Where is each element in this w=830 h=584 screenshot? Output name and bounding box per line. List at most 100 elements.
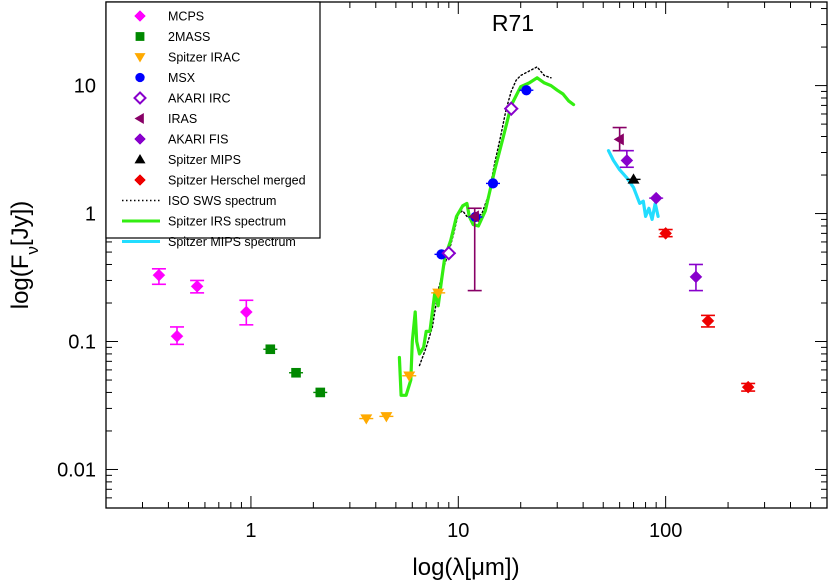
2mass-point	[263, 344, 278, 355]
spitzer-mips-spectrum-line	[606, 149, 660, 221]
legend-label-spitzer-mips-spectrum: Spitzer MIPS spectrum	[168, 235, 296, 249]
spitzer-mips-point	[626, 173, 641, 184]
axis-ticks: 1 10 100 0.01 0.1 1 10	[57, 2, 828, 542]
akari-fis-marker	[649, 191, 663, 205]
2mass-point	[289, 367, 304, 378]
legend-swatch-2mass	[135, 32, 145, 41]
legend-label-mcps: MCPS	[168, 10, 204, 24]
spitzer-irac-marker	[432, 288, 445, 299]
y-tick-label: 0.1	[68, 332, 96, 354]
legend-item-msx: MSX	[135, 71, 196, 85]
legend-item-spitzer-irs-spectrum: Spitzer IRS spectrum	[122, 215, 286, 229]
iras-marker	[613, 133, 624, 146]
spectra-layer	[397, 66, 660, 397]
legend-swatch-akari-irc	[133, 91, 147, 105]
legend-swatch-akari-fis	[134, 133, 146, 145]
iras-point	[612, 126, 627, 152]
akari-fis-point	[619, 149, 634, 169]
legend-swatch-spitzer-herschel-merged	[134, 174, 146, 186]
y-tick-label: 0.01	[57, 459, 96, 481]
points-layer	[151, 85, 756, 425]
legend-label-2mass: 2MASS	[168, 30, 210, 44]
spitzer-herschel-merged-marker	[701, 314, 715, 328]
legend-swatch-spitzer-irac	[134, 53, 146, 63]
spitzer-irac-marker	[380, 412, 393, 423]
mcps-point	[151, 268, 166, 286]
spitzer-irac-point	[379, 412, 394, 423]
legend-items: MCPS 2MASS Spitzer IRAC MSX AKARI IRC IRAS AKA…	[122, 10, 306, 249]
akari-fis-point	[649, 191, 664, 205]
legend-item-akari-fis: AKARI FIS	[134, 133, 228, 147]
mcps-point	[239, 299, 254, 326]
spitzer-irac-point	[431, 288, 446, 299]
spitzer-herschel-merged-point	[658, 227, 673, 240]
akari-fis-marker	[620, 154, 634, 167]
legend-swatch-msx	[135, 72, 145, 83]
spitzer-irac-point	[359, 414, 374, 425]
legend-label-iso-sws-spectrum: ISO SWS spectrum	[168, 194, 276, 208]
msx-marker	[521, 85, 532, 96]
x-axis-label: log(λ[μm])	[412, 554, 519, 581]
legend-swatch-spitzer-mips	[134, 154, 146, 164]
legend-item-iras: IRAS	[134, 112, 197, 126]
legend-label-spitzer-herschel-merged: Spitzer Herschel merged	[168, 174, 306, 188]
spitzer-herschel-merged-marker	[741, 380, 755, 394]
legend-label-akari-fis: AKARI FIS	[168, 133, 228, 147]
spitzer-herschel-merged-point	[741, 380, 756, 394]
legend-label-spitzer-irs-spectrum: Spitzer IRS spectrum	[168, 215, 286, 229]
msx-marker	[487, 178, 499, 189]
y-axis-label: log(Fν[Jy])	[7, 201, 42, 310]
legend-item-2mass: 2MASS	[135, 30, 210, 44]
akari-irc-marker	[503, 101, 519, 117]
legend-item-spitzer-mips: Spitzer MIPS	[134, 153, 241, 167]
mcps-marker	[170, 329, 184, 343]
plot-frame	[105, 1, 828, 509]
legend-swatch-iras	[134, 113, 144, 124]
mcps-marker	[190, 279, 204, 293]
spitzer-irs-spectrum-line	[397, 76, 576, 397]
akari-irc-point	[503, 101, 519, 117]
akari-fis-point	[688, 263, 703, 292]
legend-item-spitzer-irac: Spitzer IRAC	[134, 51, 240, 65]
legend-label-akari-irc: AKARI IRC	[168, 92, 231, 106]
mcps-point	[190, 279, 205, 294]
2mass-marker	[315, 387, 326, 398]
2mass-marker	[265, 344, 276, 355]
chart-title: R71	[492, 10, 534, 36]
legend-item-spitzer-herschel-merged: Spitzer Herschel merged	[134, 174, 306, 188]
akari-irc-marker	[441, 245, 457, 261]
iso-sws-spectrum-line	[418, 66, 552, 367]
mcps-point	[170, 326, 185, 346]
legend-label-iras: IRAS	[168, 112, 197, 126]
2mass-point	[313, 387, 328, 398]
iras-point	[467, 207, 482, 292]
legend-swatch-mcps	[134, 10, 146, 22]
x-tick-label: 1	[245, 520, 256, 542]
iras-marker	[468, 210, 479, 223]
y-tick-label: 10	[74, 76, 96, 98]
mcps-marker	[152, 268, 166, 282]
legend-label-spitzer-irac: Spitzer IRAC	[168, 51, 240, 65]
legend-label-msx: MSX	[168, 71, 196, 85]
akari-fis-marker	[689, 270, 703, 284]
msx-point	[519, 85, 534, 96]
legend: MCPS 2MASS Spitzer IRAC MSX AKARI IRC IRAS AKA…	[105, 1, 321, 249]
legend-item-spitzer-mips-spectrum: Spitzer MIPS spectrum	[122, 235, 296, 249]
mcps-marker	[239, 305, 253, 319]
y-tick-label: 1	[85, 204, 96, 226]
msx-point	[485, 178, 500, 189]
x-tick-label: 100	[649, 520, 682, 542]
spitzer-irac-marker	[360, 414, 373, 425]
spitzer-irac-point	[402, 371, 417, 382]
spitzer-irac-marker	[403, 371, 416, 382]
legend-item-akari-irc: AKARI IRC	[133, 91, 231, 106]
akari-irc-point	[441, 245, 457, 261]
legend-label-spitzer-mips: Spitzer MIPS	[168, 153, 241, 167]
legend-item-mcps: MCPS	[134, 10, 204, 24]
spitzer-herschel-merged-marker	[659, 227, 672, 240]
legend-item-iso-sws-spectrum: ISO SWS spectrum	[122, 194, 276, 208]
spitzer-mips-marker	[627, 173, 640, 184]
x-tick-label: 10	[447, 520, 469, 542]
spitzer-herschel-merged-point	[700, 314, 715, 328]
